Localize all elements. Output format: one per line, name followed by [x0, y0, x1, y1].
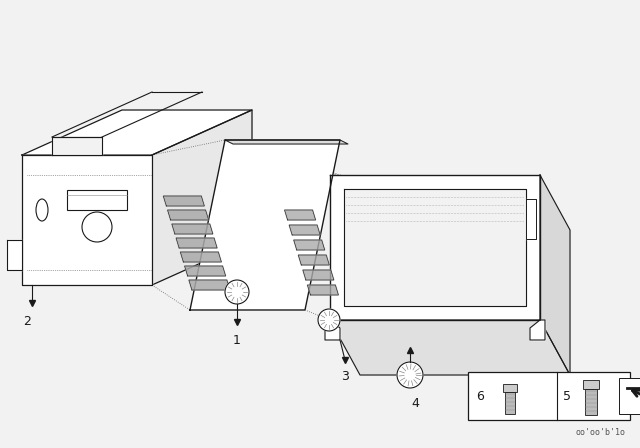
Polygon shape	[168, 210, 209, 220]
Circle shape	[225, 280, 249, 304]
Polygon shape	[22, 110, 252, 155]
Bar	[585, 389, 597, 415]
Circle shape	[318, 309, 340, 331]
Text: oo'oo'b'1o: oo'oo'b'1o	[575, 428, 625, 437]
Polygon shape	[307, 285, 339, 295]
Polygon shape	[540, 175, 570, 375]
Polygon shape	[344, 189, 526, 306]
Bar	[583, 380, 599, 389]
Polygon shape	[303, 270, 334, 280]
Text: 6: 6	[476, 389, 484, 402]
Polygon shape	[285, 210, 316, 220]
Bar	[67, 190, 127, 210]
Text: 1: 1	[233, 334, 241, 347]
Polygon shape	[22, 155, 152, 285]
Polygon shape	[330, 320, 570, 375]
Bar	[505, 392, 515, 414]
Polygon shape	[225, 140, 348, 144]
Polygon shape	[189, 280, 230, 290]
Ellipse shape	[36, 199, 48, 221]
Polygon shape	[190, 140, 340, 310]
Polygon shape	[184, 266, 226, 276]
Polygon shape	[180, 252, 221, 262]
Polygon shape	[172, 224, 213, 234]
Bar	[619, 378, 640, 414]
Bar	[503, 384, 517, 392]
Polygon shape	[289, 225, 320, 235]
Polygon shape	[7, 240, 22, 270]
Polygon shape	[163, 196, 204, 206]
Polygon shape	[152, 110, 252, 285]
Polygon shape	[330, 175, 540, 320]
Polygon shape	[530, 320, 545, 340]
Text: 2: 2	[23, 315, 31, 328]
Text: 5: 5	[563, 389, 571, 402]
Polygon shape	[298, 255, 330, 265]
Circle shape	[397, 362, 423, 388]
Polygon shape	[526, 199, 536, 239]
Polygon shape	[52, 137, 102, 155]
Bar	[468, 372, 630, 420]
Polygon shape	[294, 240, 324, 250]
Polygon shape	[176, 238, 217, 248]
Text: 4: 4	[411, 397, 419, 410]
Polygon shape	[325, 320, 340, 340]
Text: 3: 3	[341, 370, 349, 383]
